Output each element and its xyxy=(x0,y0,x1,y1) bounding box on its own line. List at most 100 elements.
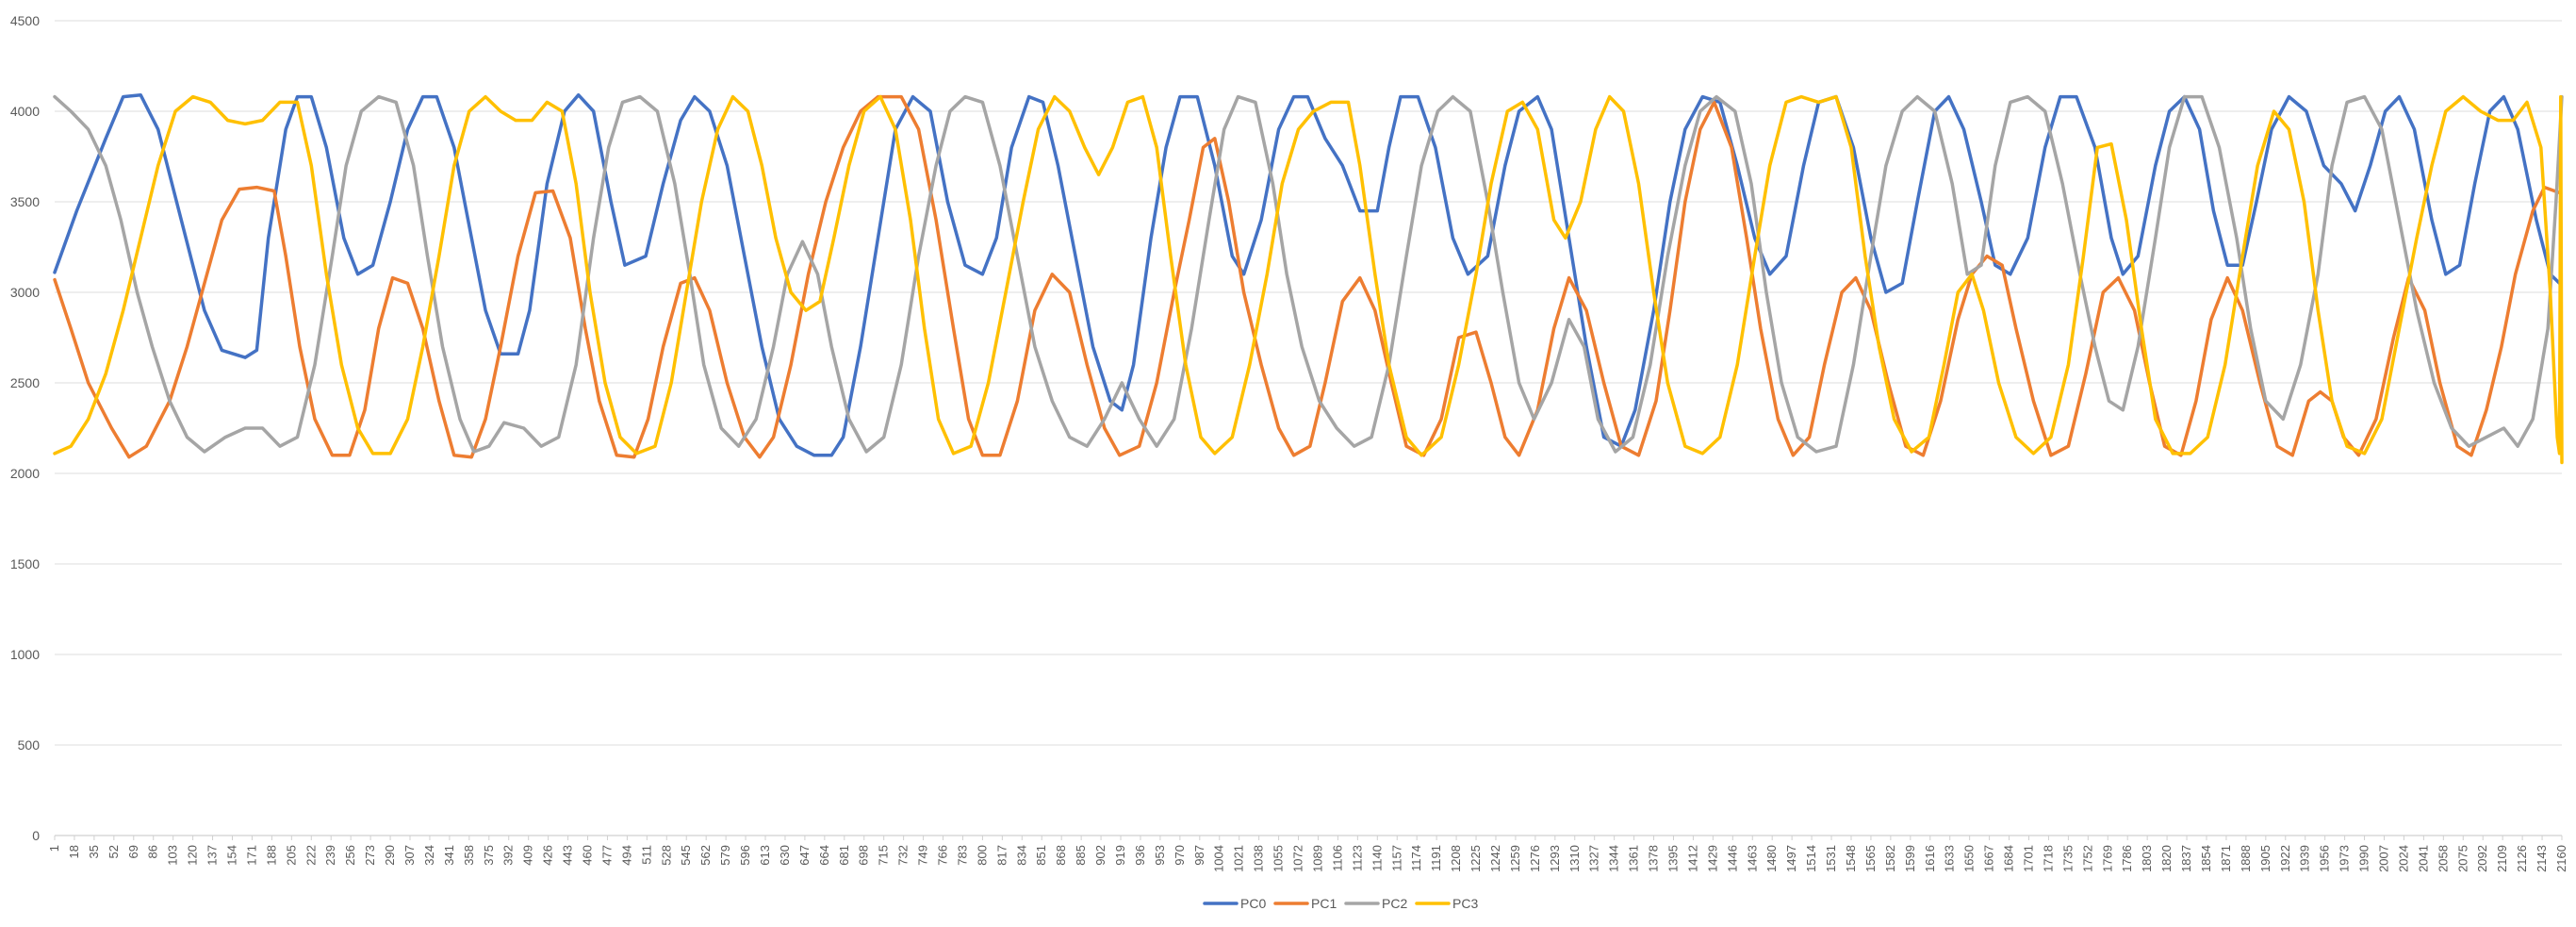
x-tick-label: 1633 xyxy=(1943,845,1957,872)
x-tick-label: 477 xyxy=(599,845,614,866)
x-tick-label: 2041 xyxy=(2416,845,2430,872)
x-tick-label: 783 xyxy=(955,845,969,866)
x-tick-label: 2109 xyxy=(2495,845,2509,872)
x-tick-label: 919 xyxy=(1113,845,1127,866)
x-tick-label: 1004 xyxy=(1212,845,1226,872)
x-tick-label: 1888 xyxy=(2239,845,2253,872)
x-tick-label: 1021 xyxy=(1232,845,1246,872)
x-tick-label: 2058 xyxy=(2436,845,2450,872)
x-tick-label: 749 xyxy=(916,845,930,866)
x-tick-label: 52 xyxy=(107,845,121,858)
x-tick-label: 1973 xyxy=(2338,845,2352,872)
x-tick-label: 341 xyxy=(442,845,456,866)
x-tick-label: 1242 xyxy=(1488,845,1502,872)
x-tick-label: 426 xyxy=(541,845,555,866)
x-tick-label: 460 xyxy=(581,845,595,866)
y-tick-label: 1000 xyxy=(10,647,40,662)
x-tick-label: 103 xyxy=(166,845,180,866)
x-tick-label: 1786 xyxy=(2120,845,2134,872)
x-tick-label: 2160 xyxy=(2554,845,2568,872)
x-tick-label: 2007 xyxy=(2376,845,2390,872)
x-tick-label: 1667 xyxy=(1982,845,1996,872)
x-tick-label: 902 xyxy=(1093,845,1108,866)
x-tick-label: 1055 xyxy=(1272,845,1286,872)
x-tick-label: 613 xyxy=(758,845,772,866)
y-tick-label: 2500 xyxy=(10,375,40,390)
x-tick-label: 1429 xyxy=(1705,845,1719,872)
x-tick-label: 698 xyxy=(857,845,871,866)
x-tick-label: 2143 xyxy=(2535,845,2549,872)
y-axis-tick-labels: 050010001500200025003000350040004500 xyxy=(10,13,40,843)
y-tick-label: 1500 xyxy=(10,556,40,571)
x-tick-label: 1650 xyxy=(1962,845,1977,872)
x-tick-label: 1412 xyxy=(1685,845,1699,872)
x-tick-label: 511 xyxy=(639,845,653,865)
x-tick-label: 681 xyxy=(837,845,851,866)
x-tick-label: 1293 xyxy=(1548,845,1562,872)
x-tick-label: 970 xyxy=(1173,845,1187,866)
x-tick-label: 936 xyxy=(1133,845,1147,866)
x-tick-label: 1956 xyxy=(2318,845,2332,872)
x-tick-label: 443 xyxy=(561,845,575,866)
x-tick-label: 545 xyxy=(679,845,693,866)
x-tick-label: 1752 xyxy=(2080,845,2094,872)
x-tick-label: 1276 xyxy=(1528,845,1542,872)
x-tick-label: 1820 xyxy=(2159,845,2174,872)
x-tick-label: 1548 xyxy=(1844,845,1858,872)
x-tick-label: 1344 xyxy=(1607,845,1621,872)
x-tick-label: 1837 xyxy=(2179,845,2193,872)
x-tick-label: 1599 xyxy=(1903,845,1917,872)
x-tick-label: 1871 xyxy=(2219,845,2233,872)
x-tick-label: 1123 xyxy=(1350,845,1364,871)
x-tick-label: 1361 xyxy=(1627,845,1641,872)
y-tick-label: 500 xyxy=(18,737,41,753)
x-tick-label: 205 xyxy=(284,845,298,866)
x-tick-label: 86 xyxy=(146,845,160,858)
x-tick-label: 630 xyxy=(778,845,792,866)
y-tick-label: 2000 xyxy=(10,466,40,481)
x-tick-label: 1922 xyxy=(2278,845,2292,872)
x-tick-label: 1735 xyxy=(2060,845,2075,872)
x-tick-label: 885 xyxy=(1074,845,1088,866)
x-tick-label: 834 xyxy=(1014,845,1028,866)
x-tick-label: 409 xyxy=(521,845,535,866)
x-tick-label: 1769 xyxy=(2100,845,2114,872)
x-tick-label: 1531 xyxy=(1824,845,1838,872)
x-axis-tick-labels: 1183552698610312013715417118820522223925… xyxy=(47,845,2568,872)
x-tick-label: 1259 xyxy=(1508,845,1522,872)
grid-lines xyxy=(55,21,2562,840)
x-tick-label: 1225 xyxy=(1468,845,1483,872)
x-tick-label: 817 xyxy=(994,845,1009,866)
x-tick-label: 1446 xyxy=(1725,845,1739,872)
x-tick-label: 2126 xyxy=(2515,845,2529,872)
x-tick-label: 1939 xyxy=(2298,845,2312,872)
legend-label-pc0: PC0 xyxy=(1240,896,1266,911)
x-tick-label: 1208 xyxy=(1449,845,1463,872)
x-tick-label: 1106 xyxy=(1330,845,1344,871)
x-tick-label: 851 xyxy=(1034,845,1048,866)
x-tick-label: 1072 xyxy=(1291,845,1305,872)
x-tick-label: 324 xyxy=(422,845,436,866)
x-tick-label: 800 xyxy=(975,845,989,866)
x-tick-label: 358 xyxy=(462,845,476,866)
x-tick-label: 1701 xyxy=(2021,845,2035,872)
x-tick-label: 596 xyxy=(738,845,752,866)
x-tick-label: 1378 xyxy=(1647,845,1661,872)
x-tick-label: 664 xyxy=(817,845,831,866)
x-tick-label: 273 xyxy=(363,845,377,866)
x-tick-label: 1497 xyxy=(1784,845,1798,872)
x-tick-label: 494 xyxy=(619,845,633,866)
legend-label-pc2: PC2 xyxy=(1382,896,1407,911)
x-tick-label: 222 xyxy=(304,845,318,866)
x-tick-label: 647 xyxy=(797,845,812,866)
x-tick-label: 528 xyxy=(659,845,673,866)
x-tick-label: 1480 xyxy=(1764,845,1779,872)
x-tick-label: 1395 xyxy=(1665,845,1680,872)
x-tick-label: 1463 xyxy=(1745,845,1759,872)
x-tick-label: 239 xyxy=(323,845,337,866)
x-tick-label: 1310 xyxy=(1567,845,1582,872)
legend: PC0PC1PC2PC3 xyxy=(1205,896,1478,911)
x-tick-label: 1854 xyxy=(2199,845,2213,872)
